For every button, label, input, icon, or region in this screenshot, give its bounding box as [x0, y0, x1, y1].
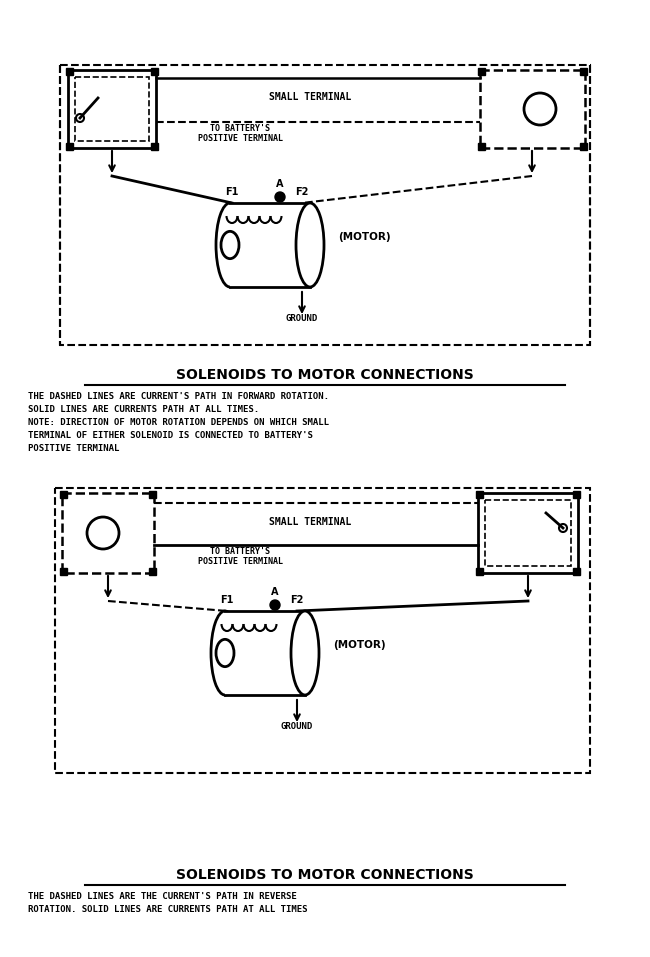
Bar: [480, 70, 585, 148]
Text: SOLENOIDS TO MOTOR CONNECTIONS: SOLENOIDS TO MOTOR CONNECTIONS: [176, 868, 474, 882]
Bar: [580, 143, 587, 150]
Ellipse shape: [216, 639, 234, 667]
Bar: [62, 493, 154, 573]
Text: POSITIVE TERMINAL: POSITIVE TERMINAL: [28, 444, 120, 453]
Ellipse shape: [211, 611, 239, 695]
Bar: [151, 143, 158, 150]
Bar: [66, 143, 73, 150]
Bar: [68, 70, 156, 148]
Text: F2: F2: [291, 595, 304, 605]
Text: F1: F1: [226, 187, 239, 197]
Text: (MOTOR): (MOTOR): [333, 640, 385, 650]
Text: TO BATTERY'S
POSITIVE TERMINAL: TO BATTERY'S POSITIVE TERMINAL: [198, 547, 283, 567]
Ellipse shape: [216, 203, 244, 287]
Bar: [476, 491, 483, 498]
Text: GROUND: GROUND: [281, 722, 313, 731]
Bar: [66, 68, 73, 75]
Text: SOLID LINES ARE CURRENTS PATH AT ALL TIMES.: SOLID LINES ARE CURRENTS PATH AT ALL TIM…: [28, 405, 259, 414]
Bar: [60, 568, 67, 575]
Ellipse shape: [296, 203, 324, 287]
Ellipse shape: [291, 611, 319, 695]
Text: TO BATTERY'S
POSITIVE TERMINAL: TO BATTERY'S POSITIVE TERMINAL: [198, 124, 283, 144]
Text: SOLENOIDS TO MOTOR CONNECTIONS: SOLENOIDS TO MOTOR CONNECTIONS: [176, 368, 474, 382]
Bar: [580, 68, 587, 75]
Bar: [476, 568, 483, 575]
Text: F2: F2: [295, 187, 309, 197]
Circle shape: [76, 114, 84, 122]
Circle shape: [559, 524, 567, 532]
Bar: [60, 491, 67, 498]
Ellipse shape: [221, 232, 239, 258]
Bar: [230, 203, 310, 287]
Text: GROUND: GROUND: [286, 314, 318, 323]
Text: SMALL TERMINAL: SMALL TERMINAL: [269, 517, 351, 527]
Text: NOTE: DIRECTION OF MOTOR ROTATION DEPENDS ON WHICH SMALL: NOTE: DIRECTION OF MOTOR ROTATION DEPEND…: [28, 418, 329, 427]
Bar: [573, 491, 580, 498]
Text: A: A: [271, 587, 279, 597]
Bar: [225, 611, 305, 695]
Bar: [151, 68, 158, 75]
Bar: [60, 65, 590, 345]
Circle shape: [275, 192, 285, 202]
Text: ROTATION. SOLID LINES ARE CURRENTS PATH AT ALL TIMES: ROTATION. SOLID LINES ARE CURRENTS PATH …: [28, 905, 307, 914]
Text: THE DASHED LINES ARE THE CURRENT'S PATH IN REVERSE: THE DASHED LINES ARE THE CURRENT'S PATH …: [28, 892, 297, 901]
Bar: [149, 491, 156, 498]
Bar: [478, 68, 485, 75]
Bar: [485, 500, 571, 566]
Text: A: A: [276, 179, 284, 189]
Bar: [478, 493, 578, 573]
Bar: [75, 77, 149, 141]
Text: TERMINAL OF EITHER SOLENOID IS CONNECTED TO BATTERY'S: TERMINAL OF EITHER SOLENOID IS CONNECTED…: [28, 431, 313, 440]
Circle shape: [524, 93, 556, 125]
Text: F1: F1: [220, 595, 234, 605]
Bar: [478, 143, 485, 150]
Bar: [55, 488, 590, 773]
Text: SMALL TERMINAL: SMALL TERMINAL: [269, 92, 351, 102]
Circle shape: [270, 600, 280, 610]
Bar: [149, 568, 156, 575]
Bar: [573, 568, 580, 575]
Text: (MOTOR): (MOTOR): [338, 232, 391, 242]
Circle shape: [87, 517, 119, 549]
Text: THE DASHED LINES ARE CURRENT'S PATH IN FORWARD ROTATION.: THE DASHED LINES ARE CURRENT'S PATH IN F…: [28, 392, 329, 401]
